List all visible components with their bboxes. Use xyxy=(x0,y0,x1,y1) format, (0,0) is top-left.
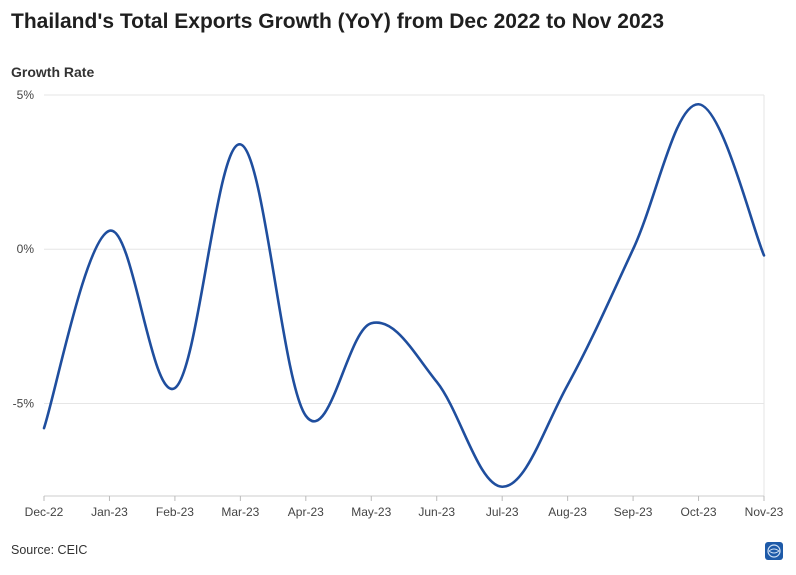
y-axis-label: Growth Rate xyxy=(11,64,95,80)
x-tick-label: Jul-23 xyxy=(486,505,519,519)
x-tick-label: Jan-23 xyxy=(91,505,128,519)
ceic-logo-icon xyxy=(765,542,783,560)
series-line xyxy=(42,102,766,489)
x-tick-label: Jun-23 xyxy=(418,505,455,519)
x-tick-labels: Dec-22 Jan-23 Feb-23 Mar-23 Apr-23 May-23 Jun-… xyxy=(25,496,784,519)
x-tick-label: Aug-23 xyxy=(548,505,587,519)
x-tick-label: Feb-23 xyxy=(156,505,194,519)
x-tick-label: Oct-23 xyxy=(681,505,717,519)
chart-title: Thailand's Total Exports Growth (YoY) fr… xyxy=(11,10,665,33)
x-tick-label: Dec-22 xyxy=(25,505,64,519)
gridlines xyxy=(44,94,765,497)
y-tick-labels: 5% 0% -5% xyxy=(13,88,35,410)
x-tick-label: Apr-23 xyxy=(288,505,324,519)
y-tick-label: -5% xyxy=(13,396,35,410)
series-lines xyxy=(42,102,766,489)
x-tick-label: Sep-23 xyxy=(614,505,653,519)
y-tick-label: 5% xyxy=(17,88,35,102)
x-tick-label: Mar-23 xyxy=(221,505,259,519)
x-tick-label: Nov-23 xyxy=(745,505,784,519)
source-note: Source: CEIC xyxy=(11,543,88,557)
x-tick-label: May-23 xyxy=(351,505,391,519)
y-tick-label: 0% xyxy=(17,242,35,256)
